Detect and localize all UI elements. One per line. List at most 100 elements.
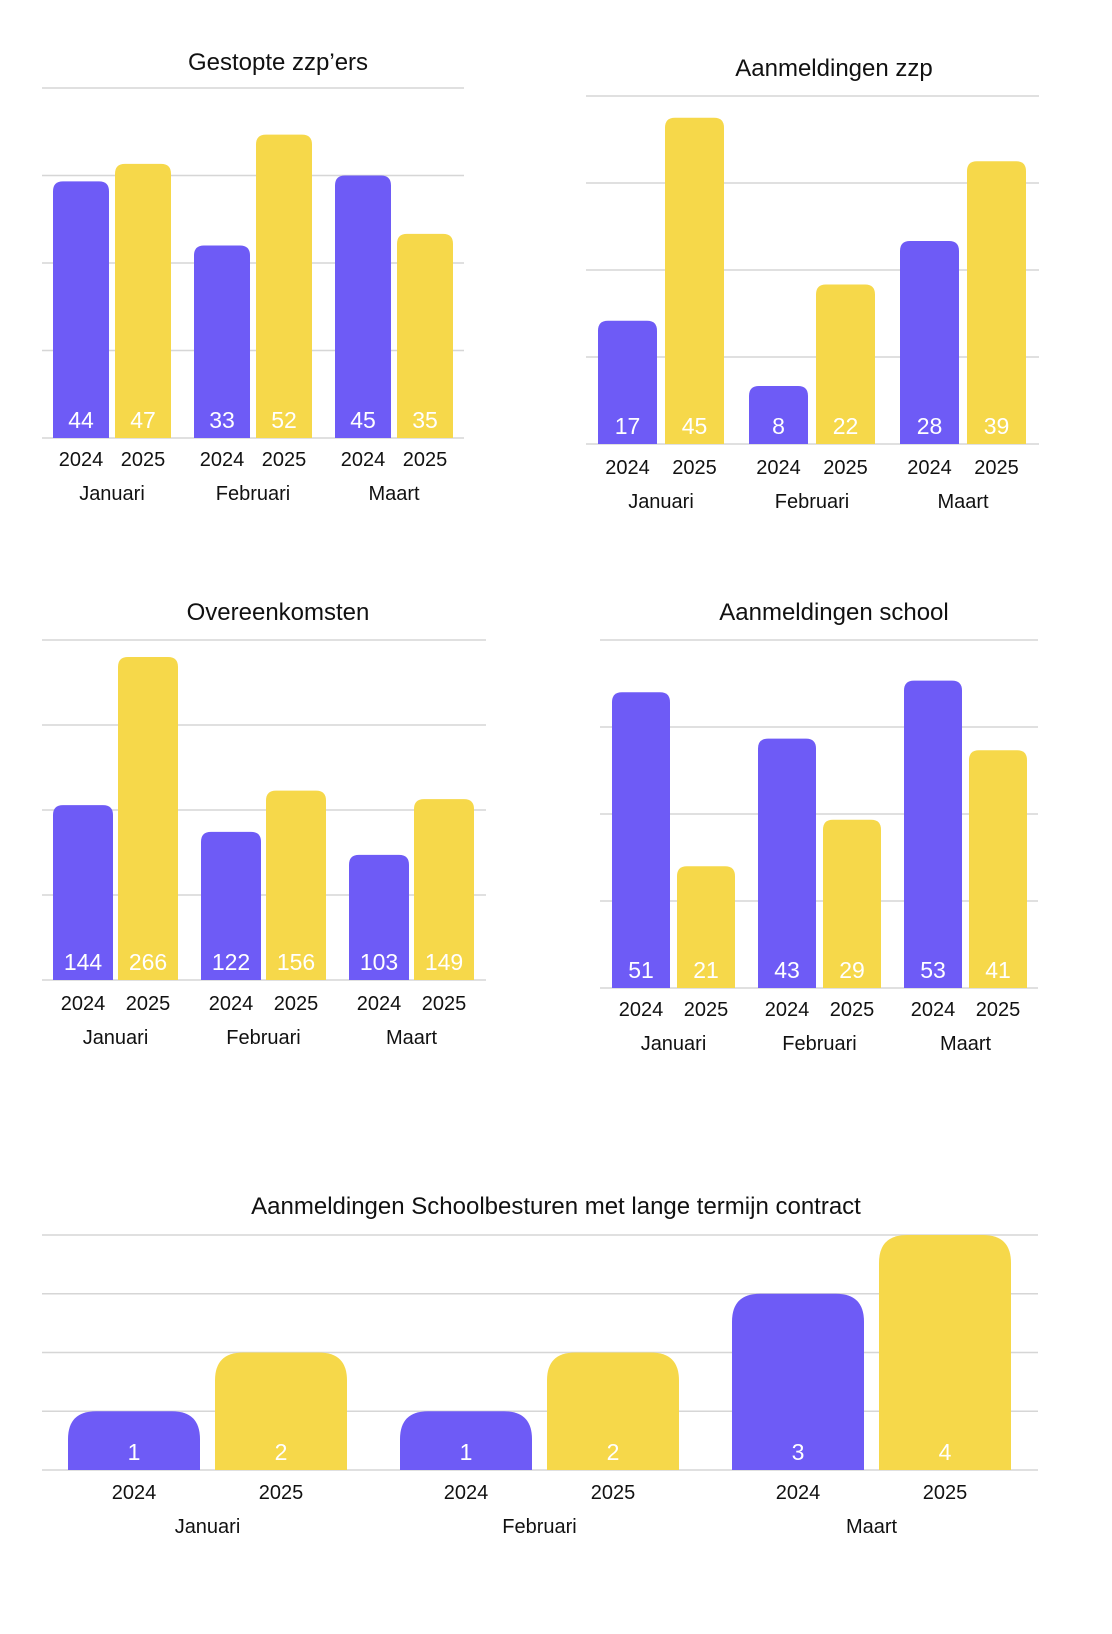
tick-label-year: 2025 <box>684 999 729 1021</box>
chart-aanmeldingen-schoolbesturen: Aanmeldingen Schoolbesturen met lange te… <box>0 1190 1112 1634</box>
data-label: 266 <box>129 949 167 975</box>
data-label: 21 <box>693 957 719 983</box>
bar-2025-februari <box>266 790 326 980</box>
tick-label-year: 2025 <box>274 993 319 1015</box>
tick-label-year: 2025 <box>974 457 1019 479</box>
chart-title: Aanmeldingen zzp <box>735 55 932 82</box>
bar-2024-januari <box>53 805 113 980</box>
bar-2024-januari <box>598 320 657 444</box>
bar-2024-maart <box>349 854 409 980</box>
tick-label-month: Maart <box>846 1516 898 1538</box>
chart-svg: Gestopte zzp’ers 44 2024 47 2025 Januari 33 202… <box>42 49 464 505</box>
tick-label-month: Februari <box>782 1033 856 1055</box>
data-label: 144 <box>64 949 103 975</box>
tick-label-year: 2024 <box>776 1482 821 1504</box>
data-label: 44 <box>68 407 94 433</box>
tick-label-month: Januari <box>83 1027 149 1049</box>
tick-label-year: 2025 <box>976 999 1021 1021</box>
chart-svg: Aanmeldingen Schoolbesturen met lange te… <box>42 1193 1038 1538</box>
tick-label-year: 2024 <box>61 993 106 1015</box>
data-label: 29 <box>839 957 865 983</box>
data-label: 156 <box>277 949 315 975</box>
bar-2025-februari <box>816 284 875 444</box>
chart-title: Aanmeldingen Schoolbesturen met lange te… <box>251 1193 861 1220</box>
tick-label-year: 2025 <box>672 457 717 479</box>
tick-label-year: 2024 <box>911 999 956 1021</box>
data-label: 149 <box>425 949 463 975</box>
data-label: 45 <box>682 413 708 439</box>
tick-label-year: 2024 <box>59 449 104 471</box>
tick-label-year: 2025 <box>121 449 166 471</box>
tick-label-year: 2024 <box>756 457 801 479</box>
chart-title: Gestopte zzp’ers <box>188 49 368 76</box>
data-label: 122 <box>212 949 250 975</box>
data-label: 33 <box>209 407 235 433</box>
tick-label-year: 2025 <box>403 449 448 471</box>
tick-label-year: 2024 <box>209 993 254 1015</box>
bar-2025-maart <box>414 799 474 980</box>
bar-2024-februari <box>201 831 261 980</box>
tick-label-year: 2024 <box>200 449 245 471</box>
tick-label-year: 2025 <box>259 1482 304 1504</box>
tick-label-month: Februari <box>226 1027 300 1049</box>
data-label: 41 <box>985 957 1011 983</box>
tick-label-year: 2024 <box>357 993 402 1015</box>
data-label: 47 <box>130 407 156 433</box>
tick-label-year: 2025 <box>262 449 307 471</box>
bar-2025-januari <box>215 1352 347 1470</box>
data-label: 39 <box>984 413 1010 439</box>
tick-label-year: 2024 <box>341 449 386 471</box>
bar-2024-maart <box>335 175 391 438</box>
bar-2025-januari <box>665 117 724 444</box>
chart-svg: Aanmeldingen school 51 2024 21 2025 Januari 43… <box>600 599 1038 1055</box>
tick-label-month: Februari <box>502 1516 576 1538</box>
chart-gestopte-zzpers: Gestopte zzp’ers 44 2024 47 2025 Januari 33 202… <box>0 0 556 560</box>
data-label: 43 <box>774 957 800 983</box>
tick-label-year: 2025 <box>591 1482 636 1504</box>
data-label: 4 <box>939 1439 952 1465</box>
tick-label-year: 2025 <box>126 993 171 1015</box>
chart-overeenkomsten: Overeenkomsten 144 2024 266 2025 Januari 122 20… <box>0 570 556 1130</box>
bar-2024-maart <box>904 680 962 988</box>
data-label: 103 <box>360 949 398 975</box>
chart-svg: Overeenkomsten 144 2024 266 2025 Januari 122 20… <box>42 599 486 1049</box>
bar-2025-februari <box>256 134 312 438</box>
bar-2024-februari <box>194 245 250 438</box>
chart-title: Overeenkomsten <box>187 599 370 626</box>
bar-2024-januari <box>612 692 670 988</box>
bar-2025-februari <box>823 819 881 988</box>
tick-label-year: 2024 <box>112 1482 157 1504</box>
bar-2025-maart <box>969 750 1027 988</box>
tick-label-month: Maart <box>937 491 989 513</box>
tick-label-year: 2024 <box>907 457 952 479</box>
bar-2024-januari <box>68 1411 200 1470</box>
chart-aanmeldingen-school: Aanmeldingen school 51 2024 21 2025 Januari 43… <box>556 570 1112 1130</box>
data-label: 28 <box>917 413 943 439</box>
bar-2024-maart <box>900 241 959 444</box>
data-label: 3 <box>792 1439 805 1465</box>
tick-label-year: 2024 <box>619 999 664 1021</box>
bar-2024-maart <box>732 1293 864 1470</box>
data-label: 8 <box>772 413 785 439</box>
tick-label-month: Februari <box>216 483 290 505</box>
tick-label-year: 2024 <box>765 999 810 1021</box>
tick-label-month: Maart <box>368 483 420 505</box>
tick-label-year: 2025 <box>923 1482 968 1504</box>
bar-2025-januari <box>115 163 171 439</box>
data-label: 22 <box>833 413 859 439</box>
bar-2024-februari <box>400 1411 532 1470</box>
bar-2025-maart <box>879 1235 1011 1470</box>
data-label: 1 <box>460 1439 473 1465</box>
bar-2024-februari <box>749 386 808 444</box>
bar-2025-maart <box>397 233 453 438</box>
bar-2025-januari <box>118 657 178 980</box>
bar-2024-februari <box>758 738 816 988</box>
data-label: 45 <box>350 407 376 433</box>
tick-label-month: Januari <box>628 491 694 513</box>
data-label: 53 <box>920 957 946 983</box>
data-label: 35 <box>412 407 438 433</box>
bar-2024-januari <box>53 181 109 439</box>
tick-label-month: Februari <box>775 491 849 513</box>
chart-title: Aanmeldingen school <box>719 599 949 626</box>
data-label: 52 <box>271 407 297 433</box>
